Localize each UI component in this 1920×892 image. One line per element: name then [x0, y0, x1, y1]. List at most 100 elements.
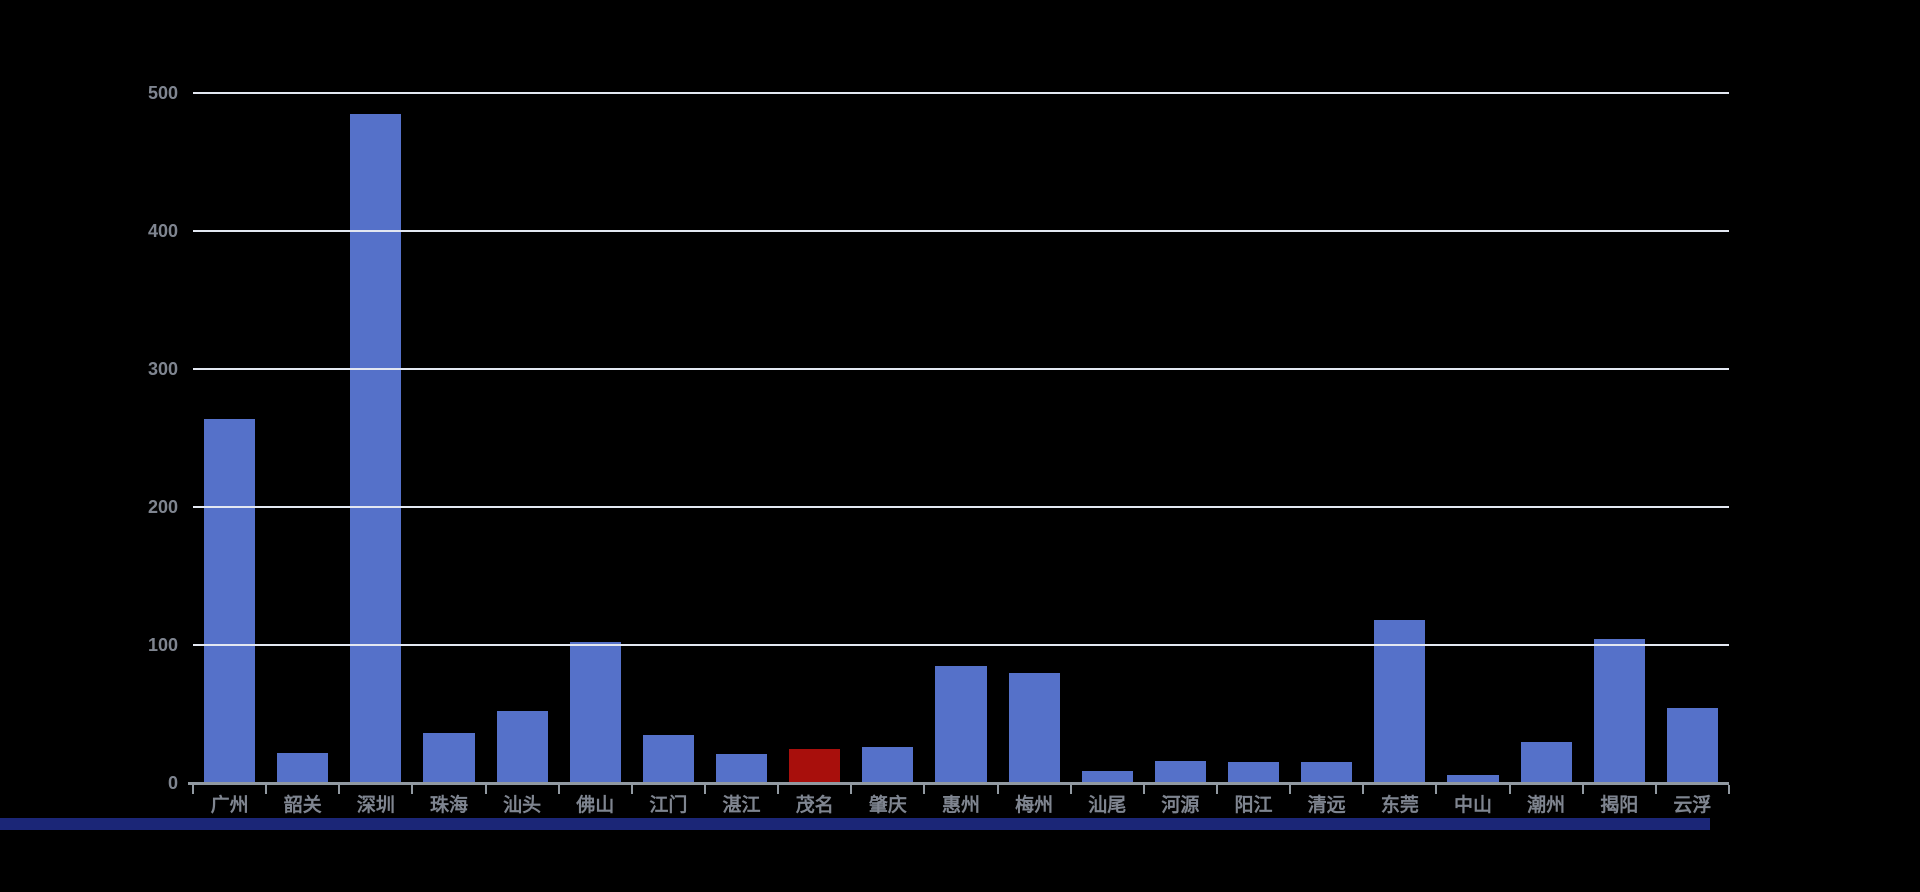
x-axis-tick [1216, 785, 1218, 794]
x-axis-label: 湛江 [722, 795, 761, 816]
y-axis-tick-label: 300 [147, 359, 178, 379]
x-axis-tick [1654, 785, 1657, 794]
x-axis-label: 珠海 [429, 795, 468, 816]
chart-bar[interactable] [1374, 620, 1426, 783]
bar-category-cell [705, 93, 778, 783]
x-axis-tick [1435, 785, 1438, 794]
x-axis-label: 汕头 [503, 795, 542, 816]
bar-category-cell [486, 93, 559, 783]
x-axis-tick [923, 785, 926, 794]
y-axis-tick-label: 0 [167, 773, 178, 793]
chart-bar[interactable] [1301, 762, 1353, 783]
x-axis-tick [1362, 785, 1365, 794]
chart-bar[interactable] [642, 734, 694, 783]
plot-area: 广州 韶关 深圳 珠海 汕头 佛山 江门 湛江 茂名 肇庆 惠州 梅州 汕尾 河源 阳江 清远 东莞 中山 潮州 揭阳… [148, 84, 1730, 816]
x-axis-labels: 广州 韶关 深圳 珠海 汕头 佛山 江门 湛江 茂名 肇庆 惠州 梅州 汕尾 河源 阳江 清远 东莞 中山 潮州 揭阳… [193, 795, 1729, 818]
x-axis-label: 东莞 [1380, 795, 1419, 816]
x-axis-tick [704, 785, 706, 794]
gridline [193, 644, 1729, 646]
x-axis-label: 河源 [1161, 795, 1200, 816]
chart-bar[interactable] [350, 113, 402, 783]
bar-category-cell [1217, 93, 1290, 783]
chart-bar[interactable] [1666, 708, 1718, 783]
x-axis-tick [557, 785, 560, 794]
bar-category-cell [1071, 93, 1144, 783]
x-axis-label: 梅州 [1015, 795, 1054, 816]
chart-bar[interactable] [1081, 770, 1133, 783]
x-axis-tick [1142, 785, 1145, 794]
x-axis-line [188, 782, 1729, 785]
x-axis-label: 江门 [649, 795, 688, 816]
y-axis-tick-label: 500 [147, 83, 178, 103]
x-axis-tick [1508, 785, 1511, 794]
bar-category-cell [559, 93, 632, 783]
chart-bar[interactable] [423, 733, 475, 783]
y-axis-tick-label: 200 [147, 497, 178, 517]
bar-category-cell [1290, 93, 1363, 783]
chart-bar[interactable] [1227, 762, 1280, 783]
x-axis-label: 肇庆 [868, 795, 907, 816]
x-axis-label: 深圳 [356, 795, 395, 816]
bar-category-cell [851, 93, 924, 783]
bar-category-cell [1363, 93, 1436, 783]
gridline [193, 92, 1729, 94]
x-axis-label: 阳江 [1234, 795, 1273, 816]
bar-category-cell [193, 93, 266, 783]
bar-category-cell [1656, 93, 1729, 783]
x-axis-tick [996, 785, 999, 794]
bottom-accent-strip [0, 818, 1710, 830]
x-axis-label: 茂名 [795, 795, 834, 816]
x-axis-tick [411, 785, 414, 794]
x-axis-tick [850, 785, 853, 794]
chart-bar[interactable] [1593, 639, 1645, 783]
chart-bar[interactable] [1008, 672, 1060, 783]
x-axis-tick [338, 785, 341, 794]
x-axis-label: 清远 [1307, 795, 1346, 816]
chart-bar[interactable] [789, 748, 841, 783]
x-axis-label: 广州 [210, 795, 249, 816]
bar-category-cell [1583, 93, 1656, 783]
x-axis-tick [630, 785, 633, 794]
bar-category-cell [1436, 93, 1509, 783]
x-axis-tick [484, 785, 487, 794]
chart-bar[interactable] [1447, 774, 1499, 783]
y-axis-tick-label: 400 [147, 221, 178, 241]
bar-category-cell [266, 93, 339, 783]
bar-category-cell [412, 93, 485, 783]
bar-category-cell [632, 93, 705, 783]
chart-bar[interactable] [935, 665, 987, 783]
x-axis-tick [777, 785, 780, 794]
chart-bar[interactable] [1154, 760, 1206, 783]
bar-category-cell [998, 93, 1071, 783]
x-axis-label: 汕尾 [1088, 795, 1127, 816]
x-axis-label: 惠州 [941, 795, 980, 816]
bar-category-cell [1144, 93, 1217, 783]
x-axis-tick [1069, 785, 1072, 794]
x-axis-label: 潮州 [1527, 795, 1566, 816]
chart-bar[interactable] [715, 754, 768, 783]
x-axis-label: 中山 [1453, 795, 1492, 816]
bar-category-cell [778, 93, 851, 783]
bars [193, 93, 1729, 783]
bar-category-cell [1510, 93, 1583, 783]
x-axis-tick [1728, 785, 1730, 794]
gridline [193, 506, 1729, 508]
x-axis-tick [265, 785, 268, 794]
bar-category-cell [339, 93, 412, 783]
gridline [193, 368, 1729, 370]
x-axis-tick [192, 785, 194, 794]
chart-bar[interactable] [277, 752, 329, 783]
chart-bar[interactable] [862, 747, 914, 783]
x-axis-tick [1581, 785, 1584, 794]
chart-bar[interactable] [1520, 741, 1572, 783]
gridline [193, 230, 1729, 232]
x-axis-tick [1289, 785, 1292, 794]
y-axis-tick-label: 100 [147, 635, 178, 655]
x-axis-label: 云浮 [1673, 795, 1712, 816]
chart-bar[interactable] [496, 711, 548, 783]
x-axis-label: 揭阳 [1600, 795, 1639, 816]
chart-bar[interactable] [203, 418, 256, 783]
chart-bar[interactable] [569, 642, 621, 783]
bar-category-cell [924, 93, 997, 783]
